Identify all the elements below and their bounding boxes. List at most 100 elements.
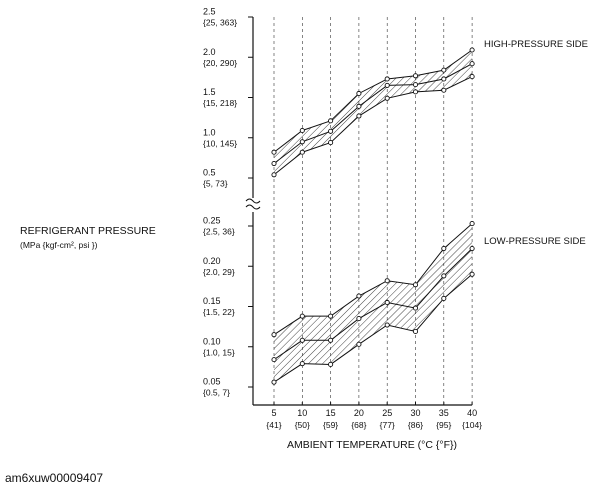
low-pressure-middle-point bbox=[441, 273, 447, 279]
low-pressure-upper-point bbox=[441, 245, 447, 252]
high-pressure-lower-point bbox=[356, 113, 362, 119]
low-pressure-upper-point bbox=[299, 313, 305, 319]
high-y-tick-sublabel: {25, 363} bbox=[203, 18, 237, 28]
x-tick-label: 15 bbox=[326, 408, 336, 418]
high-pressure-upper-point bbox=[299, 127, 305, 134]
figure-code: am6xuw00009407 bbox=[5, 471, 103, 485]
low-pressure-middle-point bbox=[271, 357, 277, 363]
high-pressure-upper-point bbox=[384, 76, 390, 82]
high-pressure-upper-point bbox=[271, 149, 277, 155]
x-tick-sublabel: {59} bbox=[323, 420, 338, 430]
low-y-tick-label: 0.20 bbox=[203, 256, 221, 266]
low-y-tick-sublabel: {1.0, 15} bbox=[203, 347, 235, 357]
high-pressure-middle-point bbox=[412, 82, 419, 88]
high-y-tick-label: 1.5 bbox=[203, 87, 216, 97]
high-pressure-middle-point bbox=[384, 82, 390, 88]
x-tick-sublabel: {41} bbox=[266, 420, 281, 430]
x-tick-sublabel: {68} bbox=[351, 420, 366, 430]
y-axis-title: REFRIGERANT PRESSURE bbox=[20, 225, 156, 237]
high-pressure-lower-line bbox=[273, 76, 473, 176]
high-pressure-upper-point bbox=[441, 67, 447, 73]
low-pressure-lower-point bbox=[328, 361, 334, 368]
pressure-bands bbox=[271, 47, 475, 385]
low-y-tick-sublabel: {2.0, 29} bbox=[203, 267, 235, 277]
x-tick-sublabel: {104} bbox=[462, 420, 482, 430]
high-pressure-lower-point bbox=[299, 149, 305, 155]
low-y-tick-label: 0.15 bbox=[203, 296, 221, 306]
x-axis-title: AMBIENT TEMPERATURE (°C {°F}) bbox=[287, 439, 457, 451]
x-tick-labels: 5 {41} 10 {50} 15 {59} 20 {68} 25 {77} 30 {86} 35 {95… bbox=[266, 402, 482, 430]
low-pressure-middle-point bbox=[299, 337, 305, 343]
high-pressure-middle-point bbox=[469, 61, 475, 67]
high-y-tick-label: 1.0 bbox=[203, 127, 216, 137]
high-pressure-lower-point bbox=[441, 87, 447, 93]
x-tick-sublabel: {95} bbox=[436, 420, 451, 430]
high-pressure-upper-point bbox=[412, 73, 419, 79]
high-pressure-upper-point bbox=[328, 118, 334, 124]
low-pressure-upper-point bbox=[356, 293, 362, 299]
low-y-tick-sublabel: {1.5, 22} bbox=[203, 307, 235, 317]
low-pressure-upper-point bbox=[271, 332, 277, 338]
high-pressure-lower-point bbox=[271, 172, 277, 178]
x-tick-label: 25 bbox=[382, 408, 392, 418]
low-y-tick-sublabel: {0.5, 7} bbox=[203, 388, 230, 398]
x-tick-label: 35 bbox=[439, 408, 449, 418]
low-pressure-middle-line bbox=[273, 248, 473, 361]
low-pressure-upper-point bbox=[469, 221, 475, 227]
low-pressure-middle-point bbox=[384, 299, 390, 306]
grid-lines bbox=[273, 17, 473, 405]
low-pressure-band-area bbox=[274, 223, 473, 383]
high-pressure-band-area bbox=[274, 50, 473, 175]
low-pressure-upper-point bbox=[328, 313, 334, 319]
low-pressure-lower-point bbox=[441, 295, 447, 302]
low-pressure-lower-line bbox=[273, 273, 473, 383]
x-tick-label: 30 bbox=[410, 408, 420, 418]
series-label-low-pressure: LOW-PRESSURE SIDE bbox=[484, 236, 586, 247]
low-y-tick-sublabel: {2.5, 36} bbox=[203, 227, 235, 237]
high-pressure-middle-point bbox=[299, 139, 305, 145]
high-pressure-middle-point bbox=[271, 160, 277, 167]
high-y-tick-label: 2.5 bbox=[203, 7, 216, 17]
high-y-tick-sublabel: {20, 290} bbox=[203, 58, 237, 68]
low-pressure-lower-point bbox=[356, 341, 362, 347]
low-pressure-middle-point bbox=[412, 305, 419, 311]
low-pressure-middle-point bbox=[356, 316, 362, 322]
y-tick-labels: 2.5{25, 363}2.0{20, 290}1.5{15, 218}1.0{… bbox=[203, 7, 253, 398]
low-pressure-middle-point bbox=[328, 337, 334, 343]
x-tick-label: 10 bbox=[297, 408, 307, 418]
high-pressure-middle-point bbox=[441, 76, 447, 82]
high-pressure-lower-point bbox=[412, 89, 419, 95]
axis-break-mark bbox=[245, 204, 261, 210]
low-pressure-upper-line bbox=[273, 223, 473, 336]
low-y-tick-label: 0.05 bbox=[203, 377, 221, 387]
low-pressure-lower-point bbox=[469, 271, 475, 277]
low-pressure-upper-point bbox=[412, 282, 419, 288]
low-pressure-lower-point bbox=[299, 361, 305, 367]
low-pressure-lower-point bbox=[412, 328, 419, 335]
low-pressure-lower-point bbox=[271, 379, 277, 385]
x-tick-label: 20 bbox=[354, 408, 364, 418]
series-label-high-pressure: HIGH-PRESSURE SIDE bbox=[484, 39, 588, 50]
x-tick-sublabel: {86} bbox=[408, 420, 423, 430]
high-pressure-middle-line bbox=[273, 63, 473, 164]
high-y-tick-sublabel: {10, 145} bbox=[203, 138, 237, 148]
high-pressure-lower-point bbox=[328, 140, 334, 146]
y-axis-units: (MPa {kgf-cm², psi }) bbox=[20, 240, 98, 250]
high-pressure-middle-point bbox=[328, 128, 334, 134]
high-y-tick-label: 2.0 bbox=[203, 47, 216, 57]
axis-break-mark bbox=[245, 198, 261, 204]
axes bbox=[245, 17, 473, 406]
high-pressure-upper-point bbox=[356, 90, 362, 97]
high-pressure-upper-point bbox=[469, 47, 475, 53]
high-pressure-middle-point bbox=[356, 103, 362, 109]
low-pressure-middle-point bbox=[469, 245, 475, 252]
high-pressure-lower-point bbox=[469, 74, 475, 80]
high-pressure-lower-point bbox=[384, 95, 390, 101]
x-tick-sublabel: {50} bbox=[295, 420, 310, 430]
x-tick-sublabel: {77} bbox=[380, 420, 395, 430]
low-pressure-lower-point bbox=[384, 322, 390, 328]
x-tick-label: 40 bbox=[467, 408, 477, 418]
high-y-tick-sublabel: {5, 73} bbox=[203, 179, 228, 189]
x-tick-label: 5 bbox=[271, 408, 276, 418]
